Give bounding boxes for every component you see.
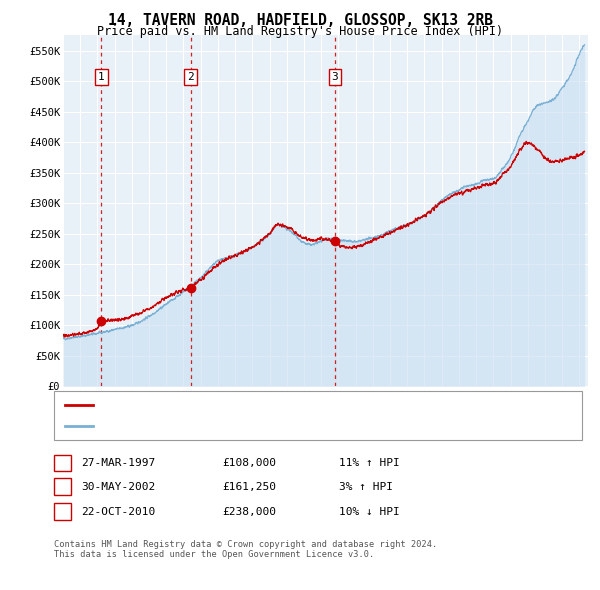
Text: 27-MAR-1997: 27-MAR-1997 [81,458,155,468]
Text: 30-MAY-2002: 30-MAY-2002 [81,482,155,491]
Text: 14, TAVERN ROAD, HADFIELD, GLOSSOP, SK13 2RB (detached house): 14, TAVERN ROAD, HADFIELD, GLOSSOP, SK13… [99,399,480,409]
Text: HPI: Average price, detached house, High Peak: HPI: Average price, detached house, High… [99,421,380,431]
Text: 14, TAVERN ROAD, HADFIELD, GLOSSOP, SK13 2RB: 14, TAVERN ROAD, HADFIELD, GLOSSOP, SK13… [107,13,493,28]
Text: Price paid vs. HM Land Registry's House Price Index (HPI): Price paid vs. HM Land Registry's House … [97,25,503,38]
Text: 3: 3 [332,72,338,82]
Text: 2: 2 [59,482,66,491]
Text: Contains HM Land Registry data © Crown copyright and database right 2024.
This d: Contains HM Land Registry data © Crown c… [54,540,437,559]
Text: £108,000: £108,000 [222,458,276,468]
Text: 1: 1 [59,458,66,468]
Text: 3% ↑ HPI: 3% ↑ HPI [339,482,393,491]
Text: 10% ↓ HPI: 10% ↓ HPI [339,507,400,516]
Text: 11% ↑ HPI: 11% ↑ HPI [339,458,400,468]
Text: £238,000: £238,000 [222,507,276,516]
Text: 3: 3 [59,507,66,516]
Text: 22-OCT-2010: 22-OCT-2010 [81,507,155,516]
Text: 2: 2 [187,72,194,82]
Text: £161,250: £161,250 [222,482,276,491]
Text: 1: 1 [98,72,105,82]
